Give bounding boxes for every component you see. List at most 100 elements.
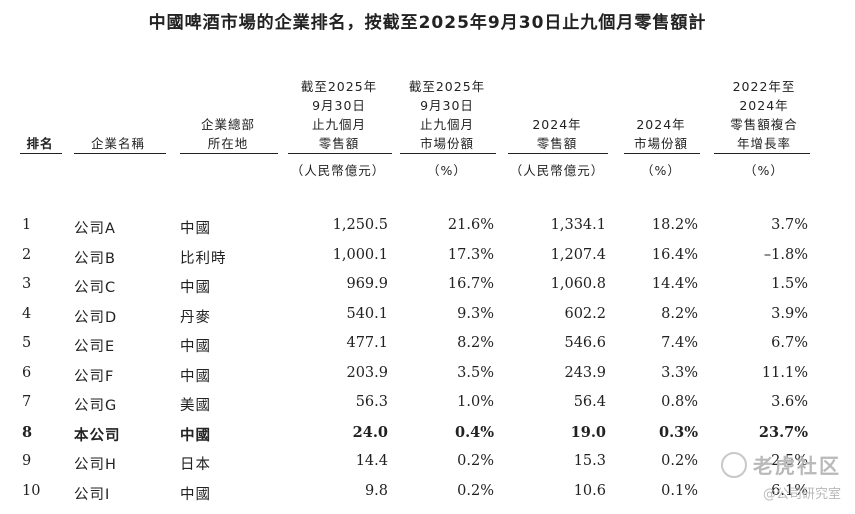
cell-rank: 7	[22, 394, 32, 410]
table-row: 2 公司B 比利時 1,000.1 17.3% 1,207.4 16.4% –1.8%	[0, 247, 855, 271]
cell-cagr: 23.7%	[758, 423, 808, 441]
cell-hq: 中國	[180, 339, 211, 355]
cell-hq: 中國	[180, 368, 211, 385]
header-share-9m: 截至2025年 9月30日 止九個月 市場份額	[408, 79, 486, 151]
cell-share-2024: 0.3%	[658, 423, 698, 441]
cell-sales-9m: 24.0	[352, 423, 388, 441]
cell-company: 公司A	[74, 221, 116, 237]
header-company: 企業名稱	[90, 136, 145, 151]
unit-share-2024: （%）	[641, 163, 681, 178]
cell-rank: 3	[22, 276, 32, 292]
table-row: 9 公司H 日本 14.4 0.2% 15.3 0.2% 2.5%	[0, 453, 855, 477]
table-row: 6 公司F 中國 203.9 3.5% 243.9 3.3% 11.1%	[0, 365, 855, 389]
table-row: 10 公司I 中國 9.8 0.2% 10.6 0.1% 6.1%	[0, 483, 855, 507]
table-row: 4 公司D 丹麥 540.1 9.3% 602.2 8.2% 3.9%	[0, 306, 855, 330]
cell-share-2024: 0.1%	[661, 482, 698, 499]
cell-company: 本公司	[74, 427, 121, 444]
cell-sales-9m: 9.8	[364, 482, 388, 499]
cell-cagr: 11.1%	[761, 364, 808, 381]
page-title: 中國啤酒市場的企業排名，按截至2025年9月30日止九個月零售額計	[148, 13, 707, 33]
table-row: 5 公司E 中國 477.1 8.2% 546.6 7.4% 6.7%	[0, 335, 855, 359]
cell-sales-2024: 243.9	[564, 364, 606, 381]
cell-cagr: 3.7%	[771, 217, 808, 233]
cell-share-9m: 0.2%	[457, 482, 494, 499]
cell-sales-9m: 14.4	[355, 453, 388, 469]
cell-company: 公司I	[74, 486, 111, 503]
table-row: 7 公司G 美國 56.3 1.0% 56.4 0.8% 3.6%	[0, 394, 855, 418]
header-sales-2024: 2024年 零售額	[532, 117, 582, 151]
cell-share-9m: 9.3%	[457, 305, 494, 322]
cell-hq: 日本	[180, 457, 211, 473]
unit-sales-9m: （人民幣億元）	[290, 163, 386, 178]
cell-rank: 5	[22, 335, 32, 351]
header-sales-9m: 截至2025年 9月30日 止九個月 零售額	[300, 79, 378, 151]
cell-share-2024: 7.4%	[661, 335, 698, 351]
cell-company: 公司E	[74, 339, 116, 355]
cell-share-2024: 0.8%	[661, 394, 698, 410]
cell-cagr: –1.8%	[763, 246, 808, 263]
cell-cagr: 6.1%	[771, 482, 808, 499]
cell-share-9m: 1.0%	[457, 394, 494, 410]
cell-sales-9m: 203.9	[346, 364, 388, 381]
header-underline-hq	[180, 153, 278, 154]
table-row: 1 公司A 中國 1,250.5 21.6% 1,334.1 18.2% 3.7%	[0, 217, 855, 241]
cell-share-9m: 0.4%	[454, 423, 494, 441]
cell-hq: 美國	[180, 398, 211, 414]
cell-sales-2024: 1,060.8	[550, 276, 606, 292]
cell-share-9m: 16.7%	[447, 276, 494, 292]
tiger-paw-icon	[721, 452, 747, 478]
cell-cagr: 3.6%	[771, 394, 808, 410]
cell-rank: 2	[22, 246, 32, 263]
cell-sales-2024: 546.6	[564, 335, 606, 351]
cell-sales-9m: 540.1	[346, 305, 388, 322]
cell-company: 公司H	[74, 457, 117, 473]
cell-hq: 中國	[180, 486, 211, 503]
cell-sales-9m: 969.9	[346, 276, 388, 292]
cell-sales-2024: 1,207.4	[550, 246, 606, 263]
header-underline-sales-9m	[288, 153, 392, 154]
cell-hq: 丹麥	[180, 309, 211, 326]
cell-company: 公司C	[74, 280, 117, 296]
table-row-highlight: 8 本公司 中國 24.0 0.4% 19.0 0.3% 23.7%	[0, 424, 855, 448]
cell-company: 公司D	[74, 309, 118, 326]
cell-sales-2024: 10.6	[573, 482, 606, 499]
cell-hq: 中國	[180, 280, 211, 296]
cell-company: 公司F	[74, 368, 115, 385]
header-share-2024: 2024年 市場份額	[633, 117, 688, 151]
cell-share-2024: 16.4%	[651, 246, 698, 263]
watermark-sub: @公司研究室	[762, 487, 841, 502]
watermark-logo: 老虎社区	[753, 454, 841, 478]
cell-share-9m: 3.5%	[457, 364, 494, 381]
cell-sales-9m: 1,000.1	[332, 246, 388, 263]
cell-sales-9m: 56.3	[355, 394, 388, 410]
cell-sales-2024: 602.2	[564, 305, 606, 322]
cell-sales-9m: 477.1	[346, 335, 388, 351]
cell-hq: 中國	[180, 221, 211, 237]
header-underline-company	[74, 153, 166, 154]
header-cagr: 2022年至 2024年 零售額複合 年增長率	[730, 79, 798, 151]
cell-rank: 8	[22, 423, 33, 441]
cell-cagr: 3.9%	[771, 305, 808, 322]
cell-share-2024: 0.2%	[661, 453, 698, 469]
cell-share-2024: 3.3%	[661, 364, 698, 381]
cell-sales-2024: 15.3	[573, 453, 606, 469]
cell-rank: 9	[22, 453, 32, 469]
cell-cagr: 1.5%	[771, 276, 808, 292]
unit-sales-2024: （人民幣億元）	[509, 163, 605, 178]
cell-sales-2024: 19.0	[570, 423, 606, 441]
cell-hq: 比利時	[180, 250, 227, 267]
header-underline-share-9m	[400, 153, 496, 154]
unit-cagr: （%）	[744, 163, 784, 178]
watermark: 老虎社区 @公司研究室	[721, 450, 841, 502]
unit-share-9m: （%）	[427, 163, 467, 178]
cell-share-2024: 18.2%	[651, 217, 698, 233]
header-rank: 排名	[26, 136, 54, 151]
cell-share-9m: 21.6%	[447, 217, 494, 233]
cell-rank: 10	[22, 482, 41, 499]
cell-share-2024: 14.4%	[651, 276, 698, 292]
table-row: 3 公司C 中國 969.9 16.7% 1,060.8 14.4% 1.5%	[0, 276, 855, 300]
cell-sales-2024: 56.4	[573, 394, 606, 410]
cell-hq: 中國	[180, 427, 211, 444]
header-hq: 企業總部 所在地	[200, 117, 255, 151]
cell-rank: 4	[22, 305, 32, 322]
